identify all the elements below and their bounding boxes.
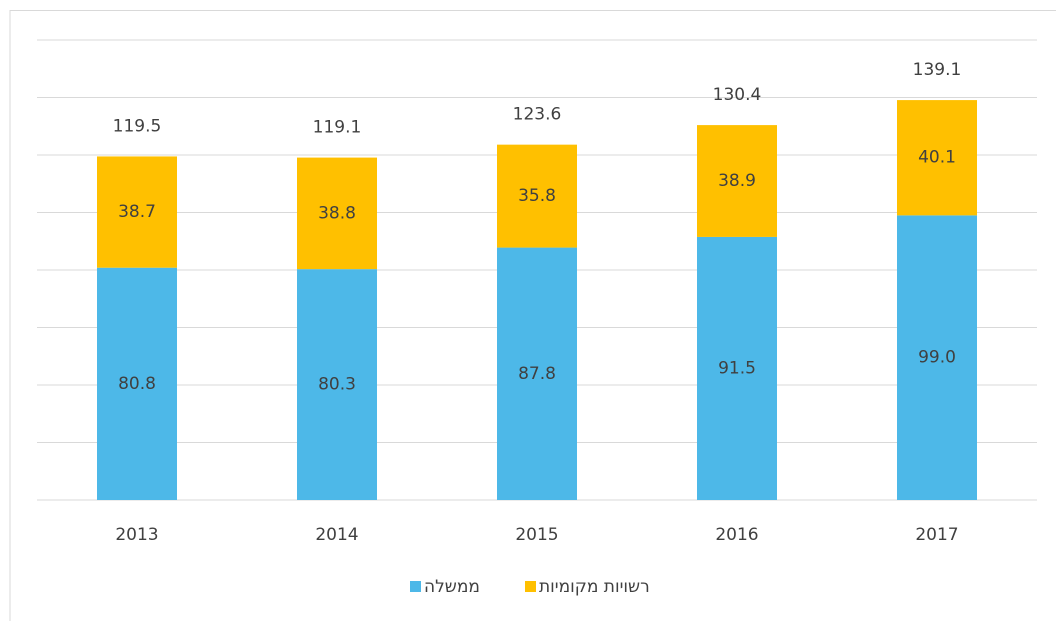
data-label: 38.8 [318, 203, 356, 223]
x-tick-label: 2013 [115, 525, 158, 545]
total-label: 119.5 [113, 116, 162, 136]
data-label: 38.7 [118, 202, 156, 222]
data-label: 91.5 [718, 358, 756, 378]
data-label: 80.3 [318, 375, 356, 395]
bar-segment [297, 269, 377, 500]
bar-segment [497, 144, 577, 248]
bar-segment [97, 267, 177, 500]
bar-segment [697, 236, 777, 500]
total-label: 123.6 [513, 105, 562, 125]
bar-segment [97, 156, 177, 268]
data-label: 99.0 [918, 348, 956, 368]
legend-label: רשויות מקומיות [539, 577, 650, 597]
bar-segment [697, 125, 777, 237]
x-tick-label: 2015 [515, 525, 558, 545]
total-label: 139.1 [913, 60, 962, 80]
total-label: 119.1 [313, 118, 362, 138]
data-label: 38.9 [718, 171, 756, 191]
chart-border [9, 10, 1056, 621]
data-label: 87.8 [518, 364, 556, 384]
legend-label: ממשלה [424, 577, 480, 597]
x-tick-label: 2017 [915, 525, 958, 545]
bar-segment [297, 157, 377, 270]
legend-swatch [525, 581, 536, 592]
bar-segment [497, 247, 577, 500]
data-label: 80.8 [118, 374, 156, 394]
total-label: 130.4 [713, 85, 762, 105]
bar-segment [897, 215, 977, 500]
x-tick-label: 2016 [715, 525, 758, 545]
legend-swatch [410, 581, 421, 592]
bar-segment [897, 100, 977, 216]
x-tick-label: 2014 [315, 525, 358, 545]
data-label: 35.8 [518, 186, 556, 206]
data-label: 40.1 [918, 148, 956, 168]
